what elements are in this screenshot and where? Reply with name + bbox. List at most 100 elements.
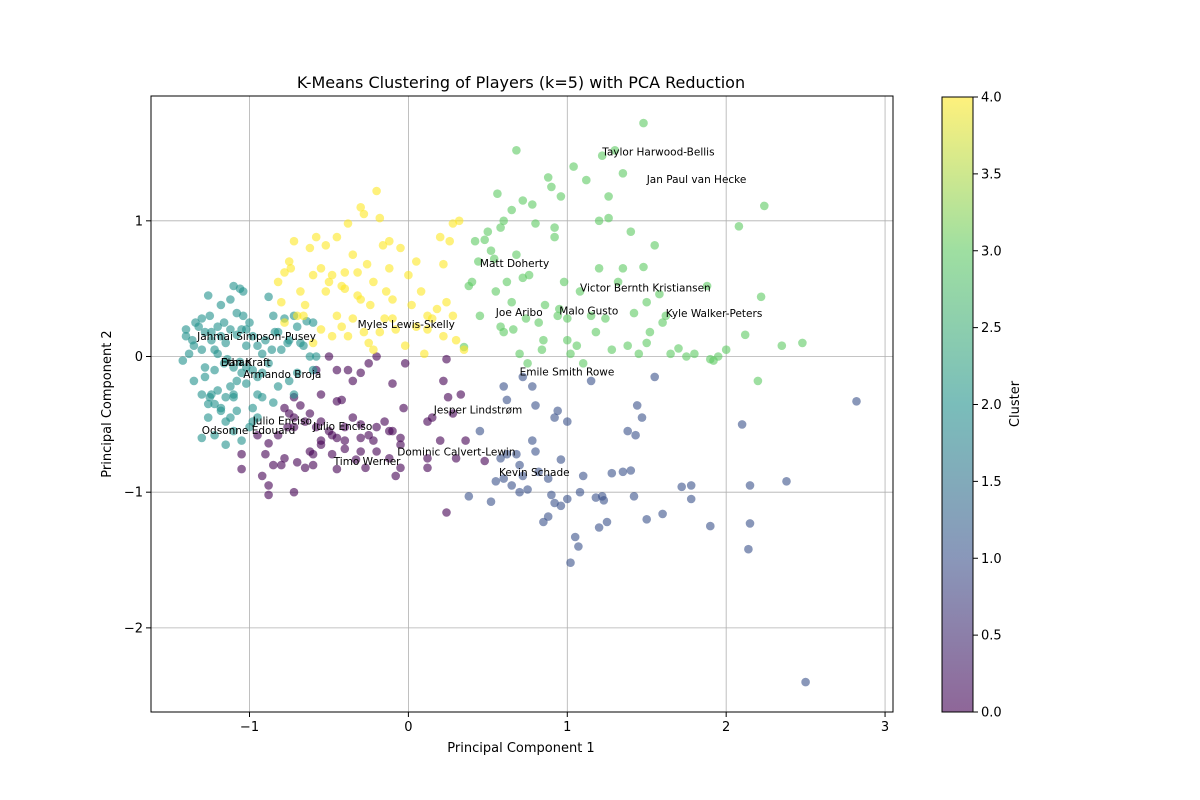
data-point	[448, 409, 458, 418]
colorbar-tick-label: 0.0	[981, 706, 1002, 721]
x-tick-label: 2	[722, 720, 730, 735]
data-point	[569, 162, 578, 171]
data-point	[713, 352, 723, 361]
data-point	[356, 368, 366, 378]
data-point	[518, 471, 528, 481]
data-point	[232, 376, 242, 386]
data-point	[423, 454, 432, 463]
data-point	[283, 422, 292, 432]
data-point	[480, 235, 490, 245]
data-point	[289, 487, 299, 497]
data-point	[253, 372, 262, 382]
data-point	[286, 264, 296, 273]
colorbar-gradient	[942, 97, 973, 712]
data-point	[261, 335, 270, 345]
data-point	[205, 311, 215, 321]
data-point	[385, 264, 394, 273]
data-point	[412, 257, 421, 266]
data-point	[372, 422, 381, 432]
data-point	[423, 311, 432, 321]
data-point	[464, 492, 474, 501]
data-point	[366, 300, 375, 310]
data-point	[575, 287, 585, 296]
data-point	[197, 433, 207, 443]
data-point	[381, 287, 391, 296]
data-point	[257, 471, 267, 481]
data-point	[642, 338, 651, 348]
data-point	[629, 308, 639, 318]
data-point	[515, 349, 524, 359]
x-tick-label: −1	[240, 720, 259, 735]
data-point	[706, 521, 715, 531]
colorbar-ticks: 0.0 0.5 1.0 1.5 2.0 2.5 3.0 3.5 4.0	[973, 91, 1002, 721]
data-point	[219, 359, 229, 368]
y-tick-label: 1	[135, 214, 143, 229]
cluster-4-points	[273, 186, 469, 359]
data-point	[385, 236, 394, 246]
data-point	[559, 277, 569, 287]
data-point	[375, 213, 385, 223]
data-point	[340, 436, 350, 445]
annotations: Taylor Harwood-Bellis Jan Paul van Hecke M…	[196, 147, 762, 479]
data-point	[427, 413, 437, 422]
data-point	[229, 426, 238, 436]
data-point	[264, 439, 273, 448]
player-annotation: Matt Doherty	[480, 258, 549, 270]
data-point	[311, 232, 321, 242]
data-point	[645, 327, 655, 337]
data-point	[264, 490, 273, 500]
data-point	[623, 341, 632, 351]
data-point	[509, 325, 518, 334]
data-point	[188, 335, 197, 345]
data-point	[284, 257, 294, 266]
data-point	[607, 468, 617, 478]
data-point	[364, 338, 374, 348]
data-point	[362, 259, 372, 269]
data-point	[311, 422, 321, 432]
data-point	[284, 409, 294, 418]
data-point	[686, 494, 696, 504]
data-point	[572, 341, 582, 351]
data-point	[555, 304, 564, 314]
data-point	[534, 318, 543, 327]
data-point	[396, 463, 405, 473]
data-point	[439, 376, 448, 386]
data-point	[435, 232, 445, 242]
data-point	[556, 455, 566, 464]
data-point	[396, 243, 405, 253]
cluster-3-points	[459, 118, 807, 386]
data-point	[221, 440, 230, 450]
data-point	[232, 406, 242, 416]
data-point	[292, 368, 302, 378]
data-point	[515, 487, 524, 497]
data-point	[283, 338, 292, 348]
data-point	[528, 200, 537, 209]
data-point	[261, 449, 270, 459]
data-point	[284, 376, 294, 386]
data-point	[237, 436, 246, 445]
data-point	[475, 426, 485, 436]
data-point	[423, 463, 432, 473]
data-point	[359, 209, 369, 219]
data-point	[597, 151, 607, 160]
data-point	[226, 413, 235, 422]
data-point	[332, 365, 342, 375]
data-point	[594, 216, 604, 226]
data-point	[586, 311, 596, 321]
data-point	[756, 292, 766, 302]
data-point	[289, 390, 299, 399]
data-point	[461, 436, 470, 445]
data-point	[207, 390, 216, 399]
data-point	[388, 379, 397, 388]
data-point	[631, 430, 640, 440]
data-point	[308, 338, 318, 348]
player-annotation: Odsonne Edouard	[202, 425, 296, 437]
data-point	[642, 515, 651, 524]
data-point	[618, 169, 628, 178]
data-point	[507, 297, 516, 307]
data-point	[189, 376, 199, 386]
data-point	[442, 297, 451, 307]
data-point	[245, 318, 254, 327]
data-point	[745, 481, 755, 490]
data-point	[257, 392, 267, 402]
